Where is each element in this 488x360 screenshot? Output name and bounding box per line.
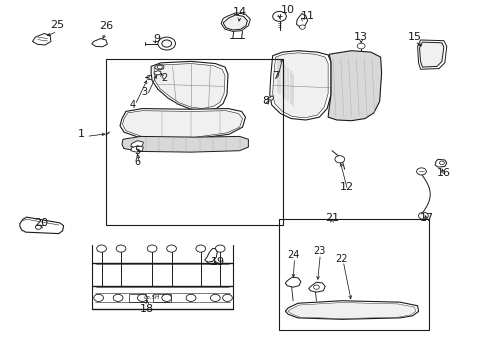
Polygon shape — [272, 53, 327, 118]
Text: 2: 2 — [161, 73, 167, 83]
Circle shape — [210, 294, 220, 301]
Circle shape — [137, 294, 147, 301]
Text: 23: 23 — [313, 247, 325, 256]
Polygon shape — [269, 51, 330, 120]
Text: 12: 12 — [339, 182, 353, 192]
Polygon shape — [130, 141, 143, 148]
Text: 11: 11 — [300, 11, 314, 21]
Circle shape — [147, 245, 157, 252]
Polygon shape — [221, 13, 250, 31]
Circle shape — [162, 40, 171, 47]
Circle shape — [113, 294, 122, 301]
Circle shape — [416, 168, 426, 175]
Circle shape — [418, 212, 427, 219]
Polygon shape — [434, 159, 446, 167]
Circle shape — [158, 37, 175, 50]
Text: 19: 19 — [210, 257, 224, 267]
Polygon shape — [204, 249, 217, 262]
Circle shape — [97, 245, 106, 252]
Circle shape — [35, 225, 41, 229]
Text: 7: 7 — [272, 71, 279, 81]
Text: 14: 14 — [232, 7, 246, 17]
Polygon shape — [32, 33, 51, 45]
Polygon shape — [285, 301, 418, 319]
Circle shape — [357, 43, 365, 49]
Circle shape — [272, 12, 286, 21]
Text: 17: 17 — [419, 212, 433, 222]
Text: 24: 24 — [286, 250, 299, 260]
Circle shape — [157, 65, 162, 69]
Polygon shape — [154, 64, 224, 109]
Circle shape — [334, 156, 344, 163]
Text: 5: 5 — [134, 147, 141, 157]
Circle shape — [166, 245, 176, 252]
Circle shape — [116, 245, 125, 252]
Polygon shape — [120, 109, 245, 139]
Text: 18: 18 — [140, 303, 154, 314]
Text: 20: 20 — [34, 218, 48, 228]
Polygon shape — [20, 217, 63, 234]
Polygon shape — [308, 282, 325, 292]
Text: 4: 4 — [129, 100, 136, 110]
Text: 10: 10 — [281, 5, 295, 15]
Text: 3: 3 — [142, 87, 147, 98]
Circle shape — [439, 161, 444, 165]
Polygon shape — [122, 111, 242, 138]
Polygon shape — [154, 71, 161, 75]
Circle shape — [313, 285, 319, 289]
Text: oo.5H: oo.5H — [144, 296, 160, 300]
Polygon shape — [327, 51, 381, 121]
Polygon shape — [417, 40, 446, 69]
Bar — [153, 294, 170, 302]
Polygon shape — [122, 136, 248, 152]
Circle shape — [196, 245, 205, 252]
Bar — [106, 59, 283, 225]
Bar — [278, 219, 428, 330]
Polygon shape — [285, 277, 300, 287]
Polygon shape — [130, 146, 143, 152]
Circle shape — [94, 294, 103, 301]
Text: 25: 25 — [50, 19, 64, 30]
Polygon shape — [267, 96, 273, 100]
Circle shape — [357, 52, 365, 58]
Text: c: c — [145, 73, 150, 82]
Text: 21: 21 — [325, 212, 338, 222]
Polygon shape — [151, 62, 227, 111]
Polygon shape — [223, 15, 247, 30]
Circle shape — [162, 294, 171, 301]
Polygon shape — [92, 39, 107, 47]
Text: 6: 6 — [134, 157, 141, 167]
Polygon shape — [287, 302, 415, 319]
Circle shape — [222, 294, 232, 301]
Polygon shape — [419, 42, 443, 67]
Bar — [128, 294, 146, 302]
Text: 22: 22 — [335, 253, 347, 264]
Text: 16: 16 — [436, 168, 450, 178]
Polygon shape — [155, 64, 163, 70]
Text: 13: 13 — [353, 32, 367, 42]
Text: 9: 9 — [153, 34, 160, 44]
Polygon shape — [296, 14, 307, 27]
Text: c: c — [147, 73, 152, 82]
Text: 1: 1 — [78, 129, 85, 139]
Text: 26: 26 — [99, 21, 113, 31]
Circle shape — [215, 245, 224, 252]
Text: 8: 8 — [261, 96, 268, 107]
Text: 15: 15 — [407, 32, 421, 42]
Circle shape — [186, 294, 196, 301]
Circle shape — [299, 25, 305, 29]
